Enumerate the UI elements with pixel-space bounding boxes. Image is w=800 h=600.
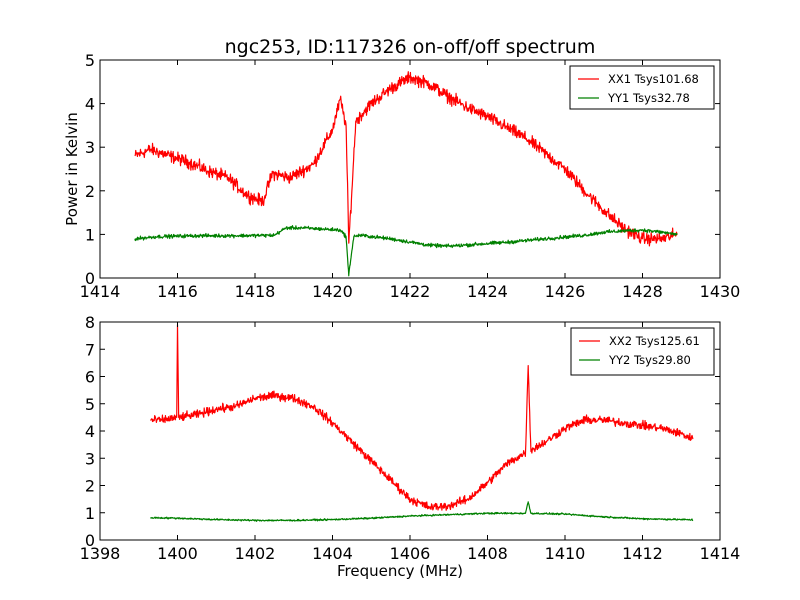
- y-tick-label: 7: [85, 340, 95, 359]
- x-tick-label: 1422: [390, 282, 431, 301]
- x-tick-label: 1428: [622, 282, 663, 301]
- legend-entry-label: XX1 Tsys101.68: [608, 72, 699, 86]
- y-axis-label: Power in Kelvin: [63, 112, 81, 226]
- series-line-xx1: [134, 71, 678, 247]
- x-tick-label: 1400: [157, 544, 198, 563]
- legend: XX2 Tsys125.61 YY2 Tsys29.80: [570, 327, 715, 376]
- y-tick-label: 1: [85, 504, 95, 523]
- legend-box: [569, 65, 715, 110]
- legend: XX1 Tsys101.68 YY1 Tsys32.78: [569, 65, 715, 110]
- x-tick-label: 1424: [467, 282, 508, 301]
- x-tick-label: 1420: [312, 282, 353, 301]
- series-line-yy2: [150, 501, 694, 522]
- x-tick-label: 1418: [235, 282, 276, 301]
- x-tick-label: 1404: [312, 544, 353, 563]
- x-tick-label: 1430: [700, 282, 741, 301]
- y-tick-label: 0: [85, 531, 95, 550]
- x-tick-label: 1416: [157, 282, 198, 301]
- y-tick-label: 6: [85, 368, 95, 387]
- legend-entry-label: YY2 Tsys29.80: [608, 353, 691, 367]
- x-tick-label: 1398: [80, 544, 121, 563]
- y-tick-label: 4: [85, 95, 95, 114]
- chart-title: ngc253, ID:117326 on-off/off spectrum: [225, 36, 596, 58]
- x-tick-label: 1414: [700, 544, 741, 563]
- legend-box: [570, 327, 715, 376]
- x-tick-label: 1402: [235, 544, 276, 563]
- x-tick-label: 1410: [545, 544, 586, 563]
- y-tick-label: 5: [85, 395, 95, 414]
- series-line-xx2: [150, 324, 694, 511]
- y-tick-label: 3: [85, 138, 95, 157]
- legend-entry-label: YY1 Tsys32.78: [607, 91, 690, 105]
- y-tick-label: 4: [85, 422, 95, 441]
- top-panel: 1414 1416 1418 1420 1422 1424 1426 1428 1430 0 1 2 3…: [63, 51, 740, 301]
- x-tick-label: 1426: [545, 282, 586, 301]
- x-tick-label: 1412: [622, 544, 663, 563]
- y-tick-label: 2: [85, 477, 95, 496]
- y-tick-label: 1: [85, 225, 95, 244]
- y-tick-label: 0: [85, 269, 95, 288]
- x-tick-label: 1408: [467, 544, 508, 563]
- series-line-yy1: [134, 225, 678, 277]
- y-tick-label: 2: [85, 182, 95, 201]
- x-tick-label: 1414: [80, 282, 121, 301]
- x-tick-label: 1406: [390, 544, 431, 563]
- x-axis-label: Frequency (MHz): [337, 562, 463, 580]
- legend-entry-label: XX2 Tsys125.61: [609, 334, 700, 348]
- y-tick-label: 5: [85, 51, 95, 70]
- y-tick-label: 3: [85, 449, 95, 468]
- bottom-panel: 1398 1400 1402 1404 1406 1408 1410 1412 1414 0 1 2 3…: [80, 313, 741, 580]
- y-tick-label: 8: [85, 313, 95, 332]
